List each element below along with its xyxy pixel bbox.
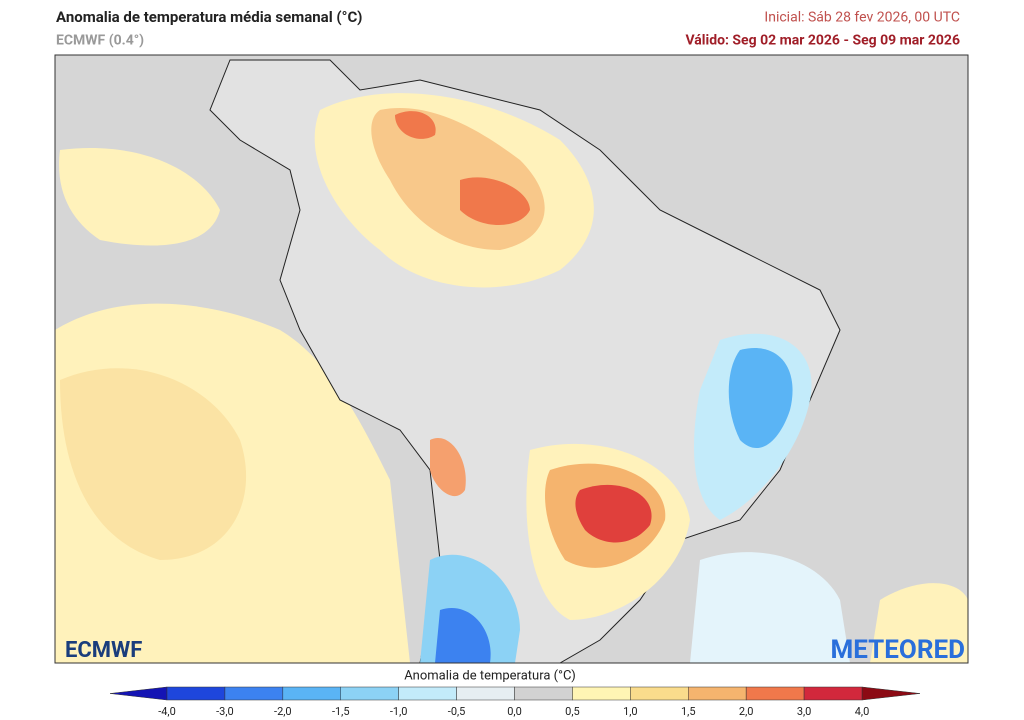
colorbar-tick-label: -2,0 [274,705,292,718]
colorbar: -4,0 -3,0 -2,0 -1,5 -1,0 -0,5 0,0 0,5 1,0 1,5 2,0 3… [109,686,921,718]
valid-time: Válido: Seg 02 mar 2026 - Seg 09 mar 202… [685,33,960,49]
legend-title: Anomalia de temperatura (°C) [404,668,576,683]
colorbar-tick-label: 0,0 [507,705,522,718]
ocean-warm [59,148,221,246]
colorbar-tick-label: 3,0 [797,705,812,718]
ocean-warm [60,368,247,560]
colorbar-segment [224,686,284,701]
colorbar-segment [456,686,515,701]
colorbar-tick-label: 2,0 [739,705,754,718]
map-frame [54,54,969,664]
colorbar-segment [688,686,747,701]
colorbar-low [109,686,168,701]
colorbar-segment [282,686,342,701]
anomaly-cool [435,608,491,663]
ocean-warm [870,583,968,663]
colorbar-segment [803,686,863,701]
colorbar-tick-label: 1,5 [681,705,696,718]
colorbar-segment [630,686,689,701]
colorbar-segment [166,686,226,701]
colorbar-tick-label: -4,0 [158,705,176,718]
ocean-cool [690,552,850,663]
colorbar-tick-label: 4,0 [855,705,870,718]
colorbar-tick-label: -1,5 [332,705,350,718]
colorbar-tick-label: 0,5 [565,705,580,718]
ecmwf-logo: ECMWF [65,638,142,663]
anomaly-warm [430,438,466,497]
colorbar-segment [745,686,805,701]
meteored-logo: METEORED [831,635,965,665]
anomaly-cool [728,348,793,449]
colorbar-segment [398,686,457,701]
colorbar-segment [514,686,573,701]
initial-time: Inicial: Sáb 28 fev 2026, 00 UTC [764,10,960,26]
colorbar-tick-label: -1,0 [390,705,408,718]
colorbar-tick-label: 1,0 [623,705,638,718]
colorbar-high [861,686,921,701]
map [54,54,969,664]
colorbar-tick-label: -0,5 [448,705,466,718]
colorbar-segment [572,686,631,701]
model: ECMWF (0.4°) [56,33,144,49]
colorbar-segment [340,686,399,701]
title: Anomalia de temperatura média semanal (°… [56,8,362,26]
anomaly-warm [575,484,652,543]
colorbar-tick-label: -3,0 [216,705,234,718]
anomaly-warm [395,111,530,225]
